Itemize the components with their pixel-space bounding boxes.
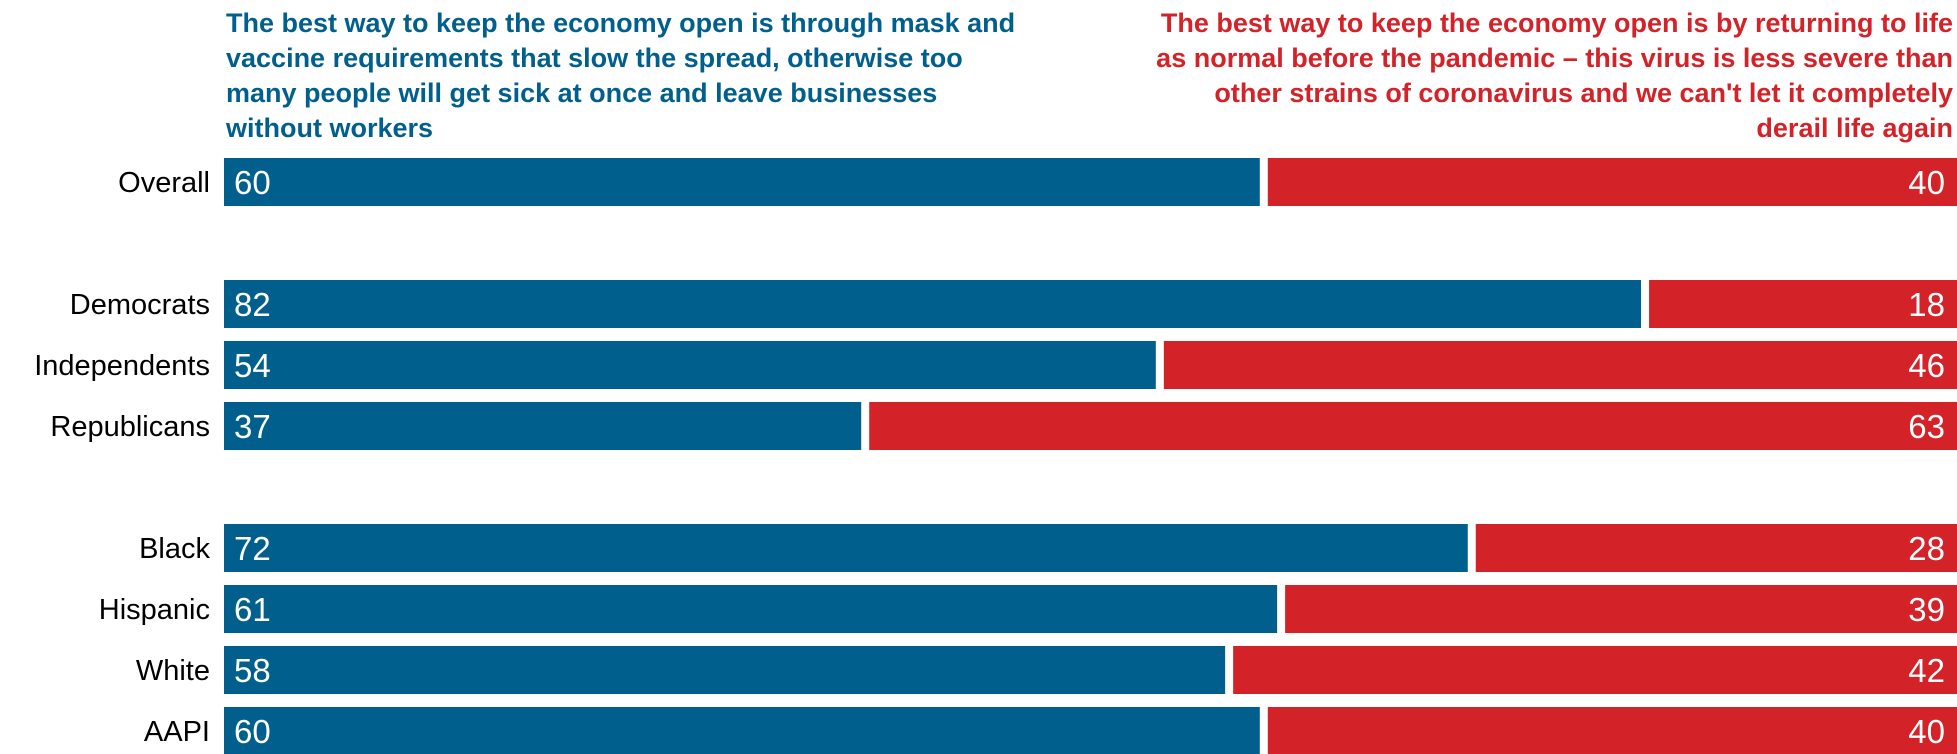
value-label-right-overall: 40 xyxy=(1908,164,1945,201)
value-label-right-hispanic: 39 xyxy=(1908,591,1945,628)
bar-left-hispanic xyxy=(224,585,1278,633)
legend-right-series: The best way to keep the economy open is… xyxy=(1156,8,1953,143)
bar-left-overall xyxy=(224,158,1260,206)
category-label-republicans: Republicans xyxy=(50,411,210,443)
bar-right-republicans xyxy=(869,402,1957,450)
value-label-right-aapi: 40 xyxy=(1908,713,1945,750)
value-label-left-white: 58 xyxy=(234,652,271,689)
category-label-black: Black xyxy=(139,533,210,565)
bar-left-democrats xyxy=(224,280,1642,328)
value-label-right-democrats: 18 xyxy=(1908,286,1945,323)
bar-right-independents xyxy=(1163,341,1957,389)
value-label-right-white: 42 xyxy=(1908,652,1945,689)
bar-right-aapi xyxy=(1267,707,1957,754)
value-label-right-black: 28 xyxy=(1908,530,1945,567)
value-label-left-republicans: 37 xyxy=(234,408,271,445)
value-label-left-aapi: 60 xyxy=(234,713,271,750)
value-label-left-hispanic: 61 xyxy=(234,591,271,628)
category-label-white: White xyxy=(136,655,210,687)
value-label-left-democrats: 82 xyxy=(234,286,271,323)
value-label-left-black: 72 xyxy=(234,530,271,567)
category-label-hispanic: Hispanic xyxy=(99,594,210,626)
value-label-right-independents: 46 xyxy=(1908,347,1945,384)
bar-left-aapi xyxy=(224,707,1260,754)
value-label-left-independents: 54 xyxy=(234,347,271,384)
bar-right-black xyxy=(1475,524,1957,572)
category-label-democrats: Democrats xyxy=(70,289,210,321)
bar-right-overall xyxy=(1267,158,1957,206)
category-label-aapi: AAPI xyxy=(144,716,210,748)
bar-right-white xyxy=(1233,646,1957,694)
value-label-right-republicans: 63 xyxy=(1908,408,1945,445)
bar-right-democrats xyxy=(1649,280,1957,328)
bar-right-hispanic xyxy=(1285,585,1957,633)
legend-left-series: The best way to keep the economy open is… xyxy=(226,8,1016,143)
bar-left-republicans xyxy=(224,402,862,450)
bar-left-black xyxy=(224,524,1468,572)
value-label-left-overall: 60 xyxy=(234,164,271,201)
category-label-overall: Overall xyxy=(118,167,210,199)
bar-left-independents xyxy=(224,341,1156,389)
category-label-independents: Independents xyxy=(34,350,210,382)
bar-left-white xyxy=(224,646,1226,694)
